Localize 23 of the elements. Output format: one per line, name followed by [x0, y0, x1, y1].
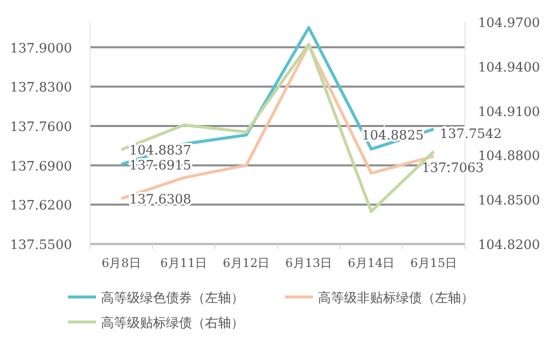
- y-tick-label: 137.9000: [10, 41, 72, 56]
- legend-label: 高等级非贴标绿债（左轴）: [318, 290, 474, 306]
- y2-tick-label: 104.9400: [478, 60, 540, 76]
- y2-tick-label: 104.9700: [478, 16, 540, 31]
- y-tick-label: 137.5500: [10, 238, 72, 253]
- y-tick-label: 137.8300: [10, 80, 72, 96]
- legend-label: 高等级贴标绿债（右轴）: [101, 315, 244, 331]
- data-label: 137.7542: [440, 127, 502, 142]
- legend-label: 高等级绿色债券（左轴）: [101, 290, 244, 306]
- y2-tick-label: 104.9100: [478, 104, 540, 120]
- y2-tick-label: 104.8200: [478, 238, 540, 253]
- x-tick-label: 6月14日: [348, 256, 395, 270]
- x-tick-label: 6月8日: [102, 256, 141, 270]
- y-tick-label: 137.7600: [10, 120, 72, 135]
- data-label: 137.6308: [129, 192, 192, 208]
- x-tick-label: 6月13日: [285, 256, 332, 270]
- data-label: 137.7063: [422, 161, 484, 176]
- y2-tick-label: 104.8500: [478, 194, 540, 209]
- y-tick-label: 137.6900: [10, 159, 72, 174]
- y-tick-label: 137.6200: [10, 198, 72, 214]
- x-tick-label: 6月11日: [160, 256, 208, 270]
- x-tick-label: 6月15日: [410, 256, 458, 270]
- x-tick-label: 6月12日: [222, 256, 270, 270]
